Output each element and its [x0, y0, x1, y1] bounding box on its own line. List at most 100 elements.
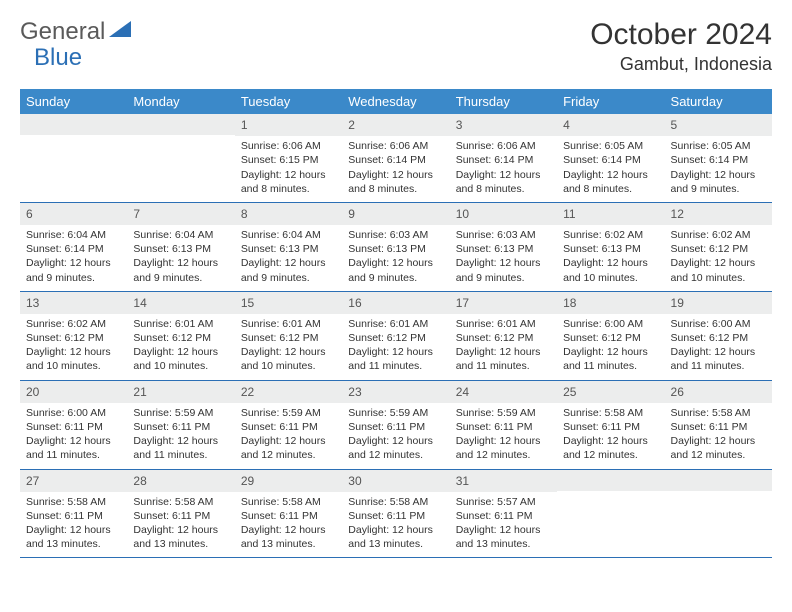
day-body: Sunrise: 6:03 AMSunset: 6:13 PMDaylight:…	[450, 225, 557, 291]
day-cell: 1Sunrise: 6:06 AMSunset: 6:15 PMDaylight…	[235, 114, 342, 202]
sunset-text: Sunset: 6:12 PM	[348, 331, 443, 345]
weekday-monday: Monday	[127, 89, 234, 114]
daylight-line1: Daylight: 12 hours	[456, 345, 551, 359]
day-body: Sunrise: 5:58 AMSunset: 6:11 PMDaylight:…	[665, 403, 772, 469]
sunrise-text: Sunrise: 6:05 AM	[671, 139, 766, 153]
daylight-line1: Daylight: 12 hours	[671, 434, 766, 448]
day-cell	[665, 470, 772, 558]
day-number: 16	[342, 292, 449, 314]
daylight-line1: Daylight: 12 hours	[241, 256, 336, 270]
daylight-line1: Daylight: 12 hours	[563, 168, 658, 182]
daylight-line2: and 9 minutes.	[26, 271, 121, 285]
day-body: Sunrise: 5:59 AMSunset: 6:11 PMDaylight:…	[127, 403, 234, 469]
daylight-line1: Daylight: 12 hours	[671, 256, 766, 270]
daylight-line2: and 10 minutes.	[241, 359, 336, 373]
day-body: Sunrise: 6:01 AMSunset: 6:12 PMDaylight:…	[450, 314, 557, 380]
day-number: 24	[450, 381, 557, 403]
daylight-line1: Daylight: 12 hours	[241, 168, 336, 182]
day-cell	[20, 114, 127, 202]
logo-text-general: General	[20, 18, 105, 46]
daylight-line2: and 9 minutes.	[671, 182, 766, 196]
weekday-thursday: Thursday	[450, 89, 557, 114]
daylight-line2: and 13 minutes.	[241, 537, 336, 551]
daylight-line2: and 13 minutes.	[348, 537, 443, 551]
day-number: 3	[450, 114, 557, 136]
sunrise-text: Sunrise: 6:00 AM	[671, 317, 766, 331]
day-body: Sunrise: 5:58 AMSunset: 6:11 PMDaylight:…	[557, 403, 664, 469]
sunset-text: Sunset: 6:15 PM	[241, 153, 336, 167]
week-row: 13Sunrise: 6:02 AMSunset: 6:12 PMDayligh…	[20, 292, 772, 381]
daylight-line1: Daylight: 12 hours	[348, 345, 443, 359]
day-number	[557, 470, 664, 491]
day-number: 15	[235, 292, 342, 314]
day-cell: 16Sunrise: 6:01 AMSunset: 6:12 PMDayligh…	[342, 292, 449, 380]
day-number: 26	[665, 381, 772, 403]
daylight-line1: Daylight: 12 hours	[563, 256, 658, 270]
day-body	[20, 135, 127, 195]
sunrise-text: Sunrise: 6:01 AM	[241, 317, 336, 331]
daylight-line2: and 11 minutes.	[563, 359, 658, 373]
day-body: Sunrise: 5:58 AMSunset: 6:11 PMDaylight:…	[127, 492, 234, 558]
day-number: 4	[557, 114, 664, 136]
day-cell: 7Sunrise: 6:04 AMSunset: 6:13 PMDaylight…	[127, 203, 234, 291]
sunrise-text: Sunrise: 6:02 AM	[563, 228, 658, 242]
day-number: 25	[557, 381, 664, 403]
day-body: Sunrise: 6:04 AMSunset: 6:13 PMDaylight:…	[235, 225, 342, 291]
sunrise-text: Sunrise: 5:59 AM	[456, 406, 551, 420]
weekday-wednesday: Wednesday	[342, 89, 449, 114]
sunset-text: Sunset: 6:13 PM	[348, 242, 443, 256]
daylight-line2: and 10 minutes.	[26, 359, 121, 373]
weekday-header-row: Sunday Monday Tuesday Wednesday Thursday…	[20, 89, 772, 114]
sunset-text: Sunset: 6:14 PM	[348, 153, 443, 167]
sunrise-text: Sunrise: 5:58 AM	[563, 406, 658, 420]
sunset-text: Sunset: 6:11 PM	[348, 420, 443, 434]
daylight-line2: and 12 minutes.	[456, 448, 551, 462]
day-cell: 27Sunrise: 5:58 AMSunset: 6:11 PMDayligh…	[20, 470, 127, 558]
day-body	[665, 491, 772, 551]
daylight-line1: Daylight: 12 hours	[133, 345, 228, 359]
sunset-text: Sunset: 6:12 PM	[133, 331, 228, 345]
daylight-line1: Daylight: 12 hours	[671, 345, 766, 359]
day-number: 20	[20, 381, 127, 403]
day-body: Sunrise: 5:59 AMSunset: 6:11 PMDaylight:…	[235, 403, 342, 469]
day-body: Sunrise: 6:01 AMSunset: 6:12 PMDaylight:…	[235, 314, 342, 380]
daylight-line2: and 11 minutes.	[671, 359, 766, 373]
sunset-text: Sunset: 6:11 PM	[348, 509, 443, 523]
day-cell: 17Sunrise: 6:01 AMSunset: 6:12 PMDayligh…	[450, 292, 557, 380]
daylight-line1: Daylight: 12 hours	[456, 434, 551, 448]
daylight-line1: Daylight: 12 hours	[348, 168, 443, 182]
day-cell: 11Sunrise: 6:02 AMSunset: 6:13 PMDayligh…	[557, 203, 664, 291]
sunrise-text: Sunrise: 6:05 AM	[563, 139, 658, 153]
day-body: Sunrise: 6:06 AMSunset: 6:15 PMDaylight:…	[235, 136, 342, 202]
daylight-line1: Daylight: 12 hours	[456, 523, 551, 537]
day-body: Sunrise: 6:02 AMSunset: 6:13 PMDaylight:…	[557, 225, 664, 291]
day-cell: 2Sunrise: 6:06 AMSunset: 6:14 PMDaylight…	[342, 114, 449, 202]
day-number: 12	[665, 203, 772, 225]
daylight-line2: and 9 minutes.	[133, 271, 228, 285]
sunset-text: Sunset: 6:11 PM	[241, 509, 336, 523]
day-cell: 10Sunrise: 6:03 AMSunset: 6:13 PMDayligh…	[450, 203, 557, 291]
day-cell: 13Sunrise: 6:02 AMSunset: 6:12 PMDayligh…	[20, 292, 127, 380]
day-body: Sunrise: 6:04 AMSunset: 6:14 PMDaylight:…	[20, 225, 127, 291]
week-row: 27Sunrise: 5:58 AMSunset: 6:11 PMDayligh…	[20, 470, 772, 559]
title-block: October 2024 Gambut, Indonesia	[590, 18, 772, 75]
day-body: Sunrise: 5:58 AMSunset: 6:11 PMDaylight:…	[20, 492, 127, 558]
sunset-text: Sunset: 6:11 PM	[26, 420, 121, 434]
day-number: 14	[127, 292, 234, 314]
day-number: 28	[127, 470, 234, 492]
day-cell: 18Sunrise: 6:00 AMSunset: 6:12 PMDayligh…	[557, 292, 664, 380]
sunset-text: Sunset: 6:14 PM	[671, 153, 766, 167]
day-cell: 29Sunrise: 5:58 AMSunset: 6:11 PMDayligh…	[235, 470, 342, 558]
daylight-line2: and 13 minutes.	[456, 537, 551, 551]
day-number: 31	[450, 470, 557, 492]
sunrise-text: Sunrise: 6:04 AM	[241, 228, 336, 242]
day-number: 21	[127, 381, 234, 403]
day-body: Sunrise: 5:57 AMSunset: 6:11 PMDaylight:…	[450, 492, 557, 558]
day-body: Sunrise: 5:59 AMSunset: 6:11 PMDaylight:…	[450, 403, 557, 469]
daylight-line1: Daylight: 12 hours	[133, 523, 228, 537]
daylight-line2: and 11 minutes.	[133, 448, 228, 462]
day-body: Sunrise: 6:02 AMSunset: 6:12 PMDaylight:…	[665, 225, 772, 291]
day-body: Sunrise: 6:06 AMSunset: 6:14 PMDaylight:…	[342, 136, 449, 202]
day-number: 8	[235, 203, 342, 225]
day-number	[20, 114, 127, 135]
